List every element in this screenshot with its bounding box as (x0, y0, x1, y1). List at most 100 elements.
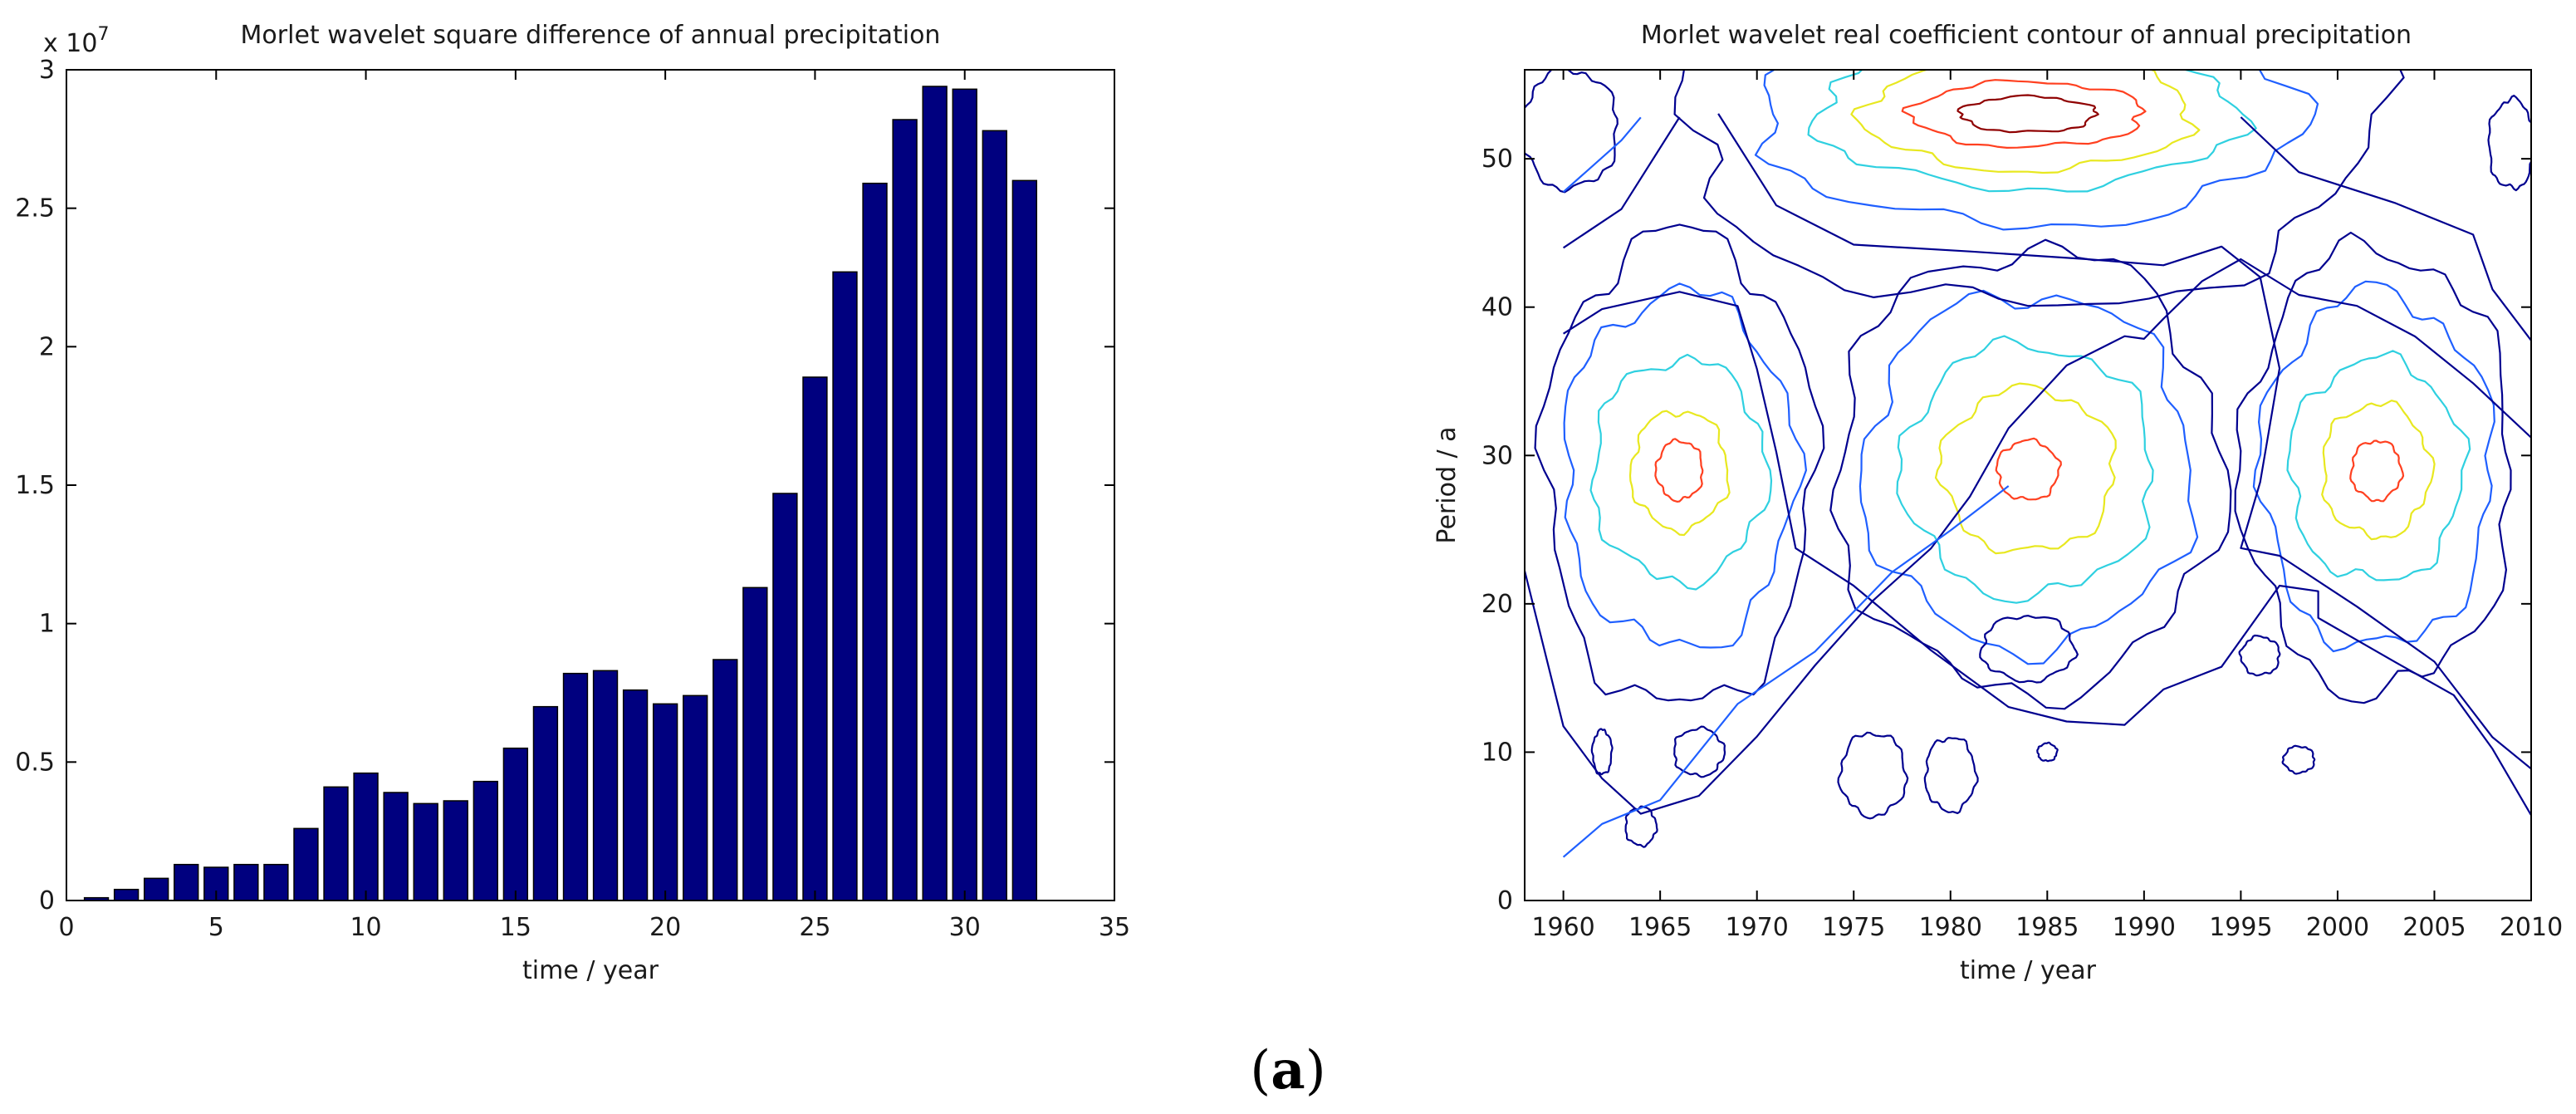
panel-label-close: ) (1305, 1040, 1326, 1102)
x-tick-label: 35 (1099, 913, 1130, 942)
y-tick-label: 40 (1481, 293, 1513, 322)
bar (353, 772, 379, 901)
contour-line (1628, 410, 1731, 537)
bar (502, 747, 529, 901)
contour-chart-y-axis: 0 10 20 30 40 50 (1481, 145, 2531, 915)
contour-line (1563, 282, 1807, 649)
contour-chart-title: Morlet wavelet real coefficient contour … (1641, 21, 2412, 50)
x-tick-label: 15 (500, 913, 531, 942)
bar (982, 130, 1007, 901)
y-tick-label: 3 (39, 56, 55, 85)
contour-line (1717, 113, 2531, 770)
contour-line (1934, 382, 2117, 555)
contour-line (2036, 741, 2059, 763)
y-tick-label: 0 (1497, 886, 1513, 915)
y-tick-label: 0.5 (15, 748, 55, 777)
contour-line (1525, 258, 2531, 815)
bar-chart-title: Morlet wavelet square difference of annu… (241, 21, 941, 50)
bar-chart-y-axis: 0 0.5 1 1.5 2 2.5 3 (15, 56, 1114, 915)
bar (233, 863, 259, 901)
contour-line (2234, 231, 2512, 704)
contour-line (1923, 737, 1979, 814)
contour-chart-y-label: Period / a (1432, 426, 1462, 543)
bar (742, 586, 768, 901)
contour-line (1562, 485, 2010, 858)
contour-line (1956, 94, 2099, 134)
bar (323, 786, 349, 901)
y-tick-label: 10 (1481, 738, 1513, 767)
contour-line (1534, 223, 1825, 702)
bar (383, 792, 409, 901)
bar (832, 271, 858, 901)
x-tick-label: 30 (949, 913, 981, 942)
contour-line (2238, 634, 2281, 677)
x-tick-label: 1995 (2209, 913, 2272, 942)
bar (652, 703, 678, 901)
bar (263, 863, 289, 901)
bar (952, 88, 977, 901)
contour-line (1562, 116, 1681, 249)
contour-chart-x-axis: 1960 1965 1970 1975 1980 1985 1990 1995 2000 2005… (1531, 70, 2563, 942)
contour-line (1563, 291, 2531, 816)
bar (293, 827, 319, 901)
y-tick-label: 20 (1481, 590, 1513, 619)
bar-chart-y-multiplier-base: x 10 (43, 29, 97, 58)
bar (713, 659, 738, 901)
x-tick-label: 2005 (2402, 913, 2466, 942)
y-tick-label: 2 (39, 332, 55, 361)
y-tick-label: 2.5 (15, 194, 55, 223)
bar (1011, 179, 1038, 901)
contour-line (1901, 79, 2147, 149)
bar-series (83, 86, 1038, 901)
contour-line (2286, 350, 2471, 582)
x-tick-label: 0 (58, 913, 74, 942)
contour-line (1525, 70, 1619, 194)
x-tick-label: 1960 (1531, 913, 1594, 942)
bar (443, 800, 468, 901)
bar-chart-x-axis: 0 5 10 15 20 25 30 35 (58, 70, 1130, 942)
contour-line (1589, 353, 1773, 591)
contour-line (1624, 805, 1658, 848)
contour-line (2240, 116, 2531, 341)
x-tick-label: 1970 (1726, 913, 1789, 942)
contour-line (1979, 615, 2079, 684)
bar (174, 863, 199, 901)
contour-line (1995, 437, 2062, 501)
contour-chart-plot-area (1525, 70, 2531, 901)
bar (622, 689, 649, 901)
panel-label: (a) (1250, 1039, 1325, 1102)
contour-line (1829, 238, 2232, 710)
contour-line (1837, 731, 1909, 820)
bar (922, 86, 948, 901)
contour-chart-axes-box (1524, 69, 2532, 901)
x-tick-label: 25 (799, 913, 830, 942)
bar (802, 376, 828, 901)
bar (562, 672, 589, 901)
y-tick-label: 1 (39, 610, 55, 639)
contour-chart-panel: Morlet wavelet real coefficient contour … (1432, 21, 2563, 985)
contour-series (1525, 70, 2531, 858)
bar (473, 780, 498, 901)
bar (892, 119, 918, 901)
y-tick-label: 30 (1481, 441, 1513, 470)
contour-line (1896, 335, 2154, 604)
panel-label-open: ( (1250, 1040, 1271, 1102)
contour-line (1673, 70, 2405, 307)
contour-line (1754, 70, 2319, 231)
x-tick-label: 1985 (2015, 913, 2079, 942)
bar (592, 670, 619, 901)
contour-line (1850, 70, 2201, 174)
y-tick-label: 1.5 (15, 471, 55, 500)
x-tick-label: 1990 (2113, 913, 2176, 942)
contour-line (2321, 400, 2436, 541)
contour-line (2281, 744, 2316, 775)
contour-chart-x-label: time / year (1960, 956, 2097, 985)
bar (113, 888, 140, 901)
bar-chart-y-multiplier-exponent: 7 (97, 24, 109, 45)
x-tick-label: 5 (208, 913, 224, 942)
x-tick-label: 1965 (1628, 913, 1692, 942)
x-tick-label: 2010 (2500, 913, 2563, 942)
bar (862, 182, 888, 901)
contour-line (1807, 70, 2257, 193)
